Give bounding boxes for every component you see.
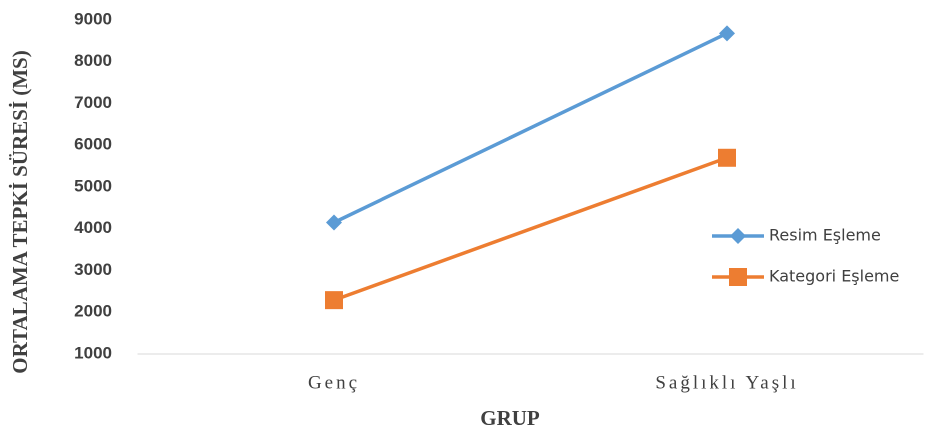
y-tick-label: 2000 — [74, 302, 112, 321]
series-line — [333, 156, 728, 302]
legend-label: Kategori Eşleme — [769, 267, 899, 286]
marker — [326, 214, 342, 231]
marker — [718, 148, 736, 167]
marker — [719, 25, 735, 42]
x-tick-label: Genç — [308, 372, 360, 393]
y-tick-label: 9000 — [74, 9, 112, 28]
y-axis-title: ORTALAMA TEPKİ SÜRESİ (MS) — [8, 50, 32, 373]
legend-label: Resim Eşleme — [769, 226, 881, 245]
y-tick-label: 8000 — [74, 51, 112, 70]
x-axis-title: GRUP — [480, 406, 540, 430]
x-tick-label: Sağlıklı Yaşlı — [655, 372, 798, 393]
series-line — [333, 31, 728, 225]
marker — [729, 268, 747, 286]
y-tick-label: 4000 — [74, 218, 112, 237]
marker — [730, 228, 746, 244]
y-tick-label: 7000 — [74, 93, 112, 112]
y-tick-label: 5000 — [74, 176, 112, 195]
y-tick-label: 6000 — [74, 135, 112, 154]
y-tick-label: 1000 — [74, 343, 112, 362]
marker — [325, 291, 343, 310]
y-tick-label: 3000 — [74, 260, 112, 279]
